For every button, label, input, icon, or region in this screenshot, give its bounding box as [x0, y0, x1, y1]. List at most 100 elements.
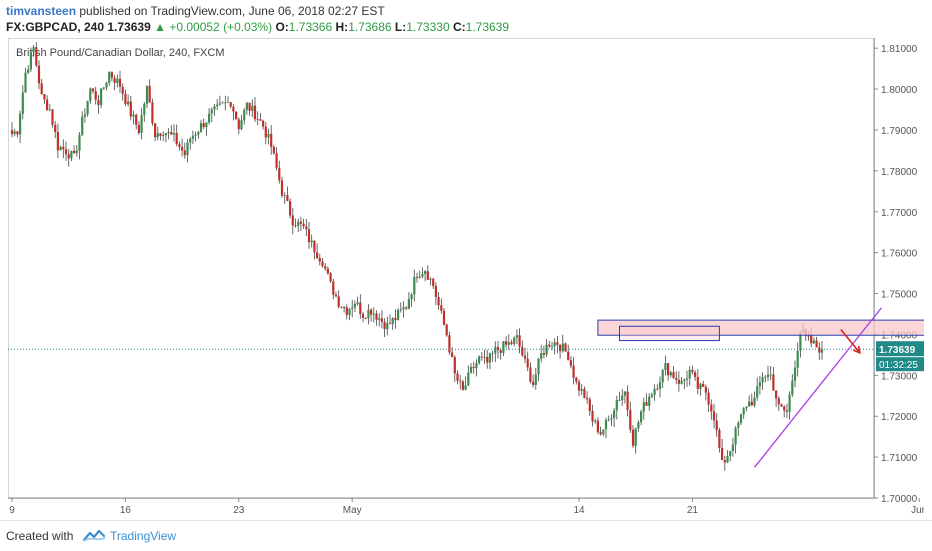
- chart-header: timvansteen published on TradingView.com…: [0, 0, 932, 36]
- candle: [756, 377, 759, 401]
- candle-body-down: [586, 397, 589, 400]
- tradingview-brand[interactable]: TradingView: [110, 529, 177, 543]
- candle: [553, 338, 556, 355]
- candle-body-down: [286, 195, 289, 202]
- candle: [610, 413, 613, 427]
- candle-body-up: [788, 394, 791, 412]
- candle: [559, 344, 562, 359]
- candle-body-up: [197, 131, 200, 135]
- candle: [621, 389, 624, 407]
- candle: [577, 379, 581, 397]
- candle: [534, 367, 537, 390]
- candle: [586, 391, 589, 404]
- candle-body-up: [604, 419, 608, 430]
- candle-body-down: [316, 252, 319, 258]
- candle: [162, 131, 165, 141]
- candle-body-down: [54, 124, 57, 133]
- x-tick-label: May: [343, 505, 362, 516]
- candle: [486, 349, 489, 369]
- candle: [291, 208, 294, 235]
- candle-body-up: [78, 134, 81, 151]
- down-arrow-icon[interactable]: [853, 345, 861, 355]
- candle: [305, 218, 308, 237]
- candle: [712, 403, 716, 429]
- candle: [672, 365, 675, 379]
- candle: [167, 128, 170, 140]
- candle-body-up: [224, 102, 227, 104]
- price-chart[interactable]: 1.81000 1.80000 1.79000 1.78000 1.77000 1.760…: [8, 38, 924, 518]
- candle-body-down: [229, 102, 232, 107]
- candle-body-down: [113, 77, 116, 83]
- candle-body-up: [637, 422, 640, 429]
- candle-body-down: [472, 366, 475, 369]
- candle: [299, 216, 302, 232]
- candle: [186, 138, 189, 163]
- resistance-zone[interactable]: [619, 325, 720, 342]
- candle-body-up: [24, 72, 27, 93]
- candle: [313, 240, 316, 260]
- candle-body-up: [483, 356, 486, 358]
- candle-body-up: [356, 302, 359, 305]
- candle: [216, 98, 219, 110]
- candle: [710, 399, 713, 420]
- candle-body-down: [299, 221, 302, 224]
- candle-body-down: [588, 399, 591, 411]
- candle-body-up: [351, 307, 354, 309]
- candle-body-up: [29, 52, 32, 70]
- candle: [81, 111, 84, 136]
- candle-body-down: [523, 355, 527, 359]
- candle: [91, 87, 95, 94]
- candle: [375, 310, 378, 326]
- candle-body-down: [359, 302, 362, 315]
- candle-body-down: [51, 109, 54, 125]
- candle-body-up: [650, 394, 653, 397]
- candle-body-down: [656, 388, 659, 390]
- plot-area[interactable]: [8, 38, 875, 499]
- candle: [426, 265, 429, 280]
- x-tick-label: 16: [120, 505, 132, 516]
- candle-body-down: [318, 257, 321, 262]
- candle: [413, 269, 416, 302]
- candle-body-up: [70, 150, 73, 159]
- candle: [394, 309, 397, 329]
- y-tick-label: 1.76000: [881, 249, 918, 260]
- candle-body-down: [124, 93, 127, 105]
- candle-body-up: [216, 104, 219, 107]
- candle-body-up: [796, 350, 799, 368]
- candle-body-up: [421, 273, 424, 277]
- candle-body-down: [559, 344, 562, 352]
- author-name[interactable]: timvansteen: [6, 4, 77, 18]
- candle-body-down: [272, 146, 275, 154]
- candle: [588, 397, 591, 416]
- candle: [118, 70, 122, 93]
- candle: [434, 282, 437, 306]
- x-tick-label: 9: [9, 505, 15, 516]
- candle-body-up: [143, 103, 146, 116]
- candle-body-down: [178, 144, 181, 148]
- candle: [213, 104, 216, 117]
- candle-body-down: [499, 350, 502, 353]
- candle-body-down: [486, 356, 489, 363]
- candle-body-up: [429, 278, 432, 280]
- candle-body-down: [278, 167, 281, 181]
- last-price-badge: [876, 341, 924, 357]
- support-trendline[interactable]: [753, 307, 882, 468]
- candle-body-up: [729, 450, 732, 457]
- candle-body-up: [205, 122, 208, 128]
- candle-body-up: [418, 276, 421, 278]
- candle: [21, 85, 24, 120]
- candle-body-down: [345, 307, 348, 315]
- candle-body-up: [399, 309, 402, 311]
- down-arrow-line[interactable]: [840, 329, 861, 354]
- candle: [383, 318, 386, 338]
- candle-body-up: [748, 401, 751, 407]
- candle: [62, 139, 65, 159]
- candle-body-down: [40, 83, 43, 95]
- candle-body-down: [777, 398, 780, 405]
- y-tick-label: 1.75000: [881, 290, 918, 301]
- candle: [545, 339, 548, 358]
- candle: [591, 404, 594, 427]
- candle-body-down: [129, 101, 132, 117]
- candle: [29, 47, 32, 73]
- candle: [405, 306, 408, 311]
